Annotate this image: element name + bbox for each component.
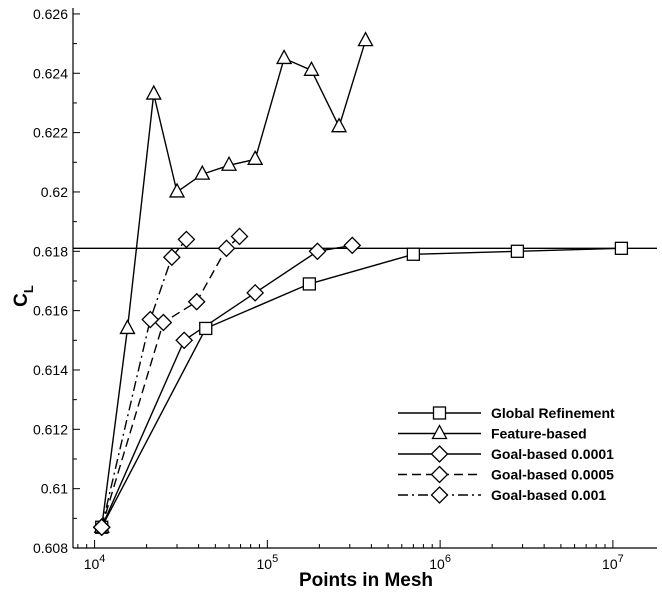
series-3-point (154, 313, 173, 332)
svg-text:CL: CL (11, 285, 36, 307)
series-2-point (246, 283, 265, 302)
series-0-point (614, 241, 629, 255)
series-line-3 (101, 235, 240, 528)
series-1-point (220, 155, 238, 171)
y-tick-label: 0.62 (41, 184, 68, 200)
series-4-point (177, 230, 196, 249)
legend-label-4: Goal-based 0.001 (491, 487, 606, 503)
series-1-point (119, 319, 136, 335)
series-1-point (168, 182, 186, 198)
y-tick-label: 0.612 (33, 421, 68, 437)
legend-label-3: Goal-based 0.0005 (491, 467, 614, 483)
x-tick-label: 106 (429, 553, 451, 572)
series-line-0 (101, 247, 622, 528)
legend-marker-1 (431, 424, 448, 440)
y-tick-label: 0.618 (33, 243, 68, 259)
series-4-point (162, 248, 181, 267)
series-3-point (217, 239, 236, 258)
tick-marks: 0.608 0.61 0.612 0.614 0.616 0.618 0.62 0.622 0.… (33, 6, 624, 572)
legend-marker-0 (432, 406, 447, 420)
series-1-point (276, 49, 293, 65)
legend-label-0: Global Refinement (491, 405, 615, 421)
series-2-point (343, 236, 362, 255)
series-0-point (302, 277, 316, 291)
series-0-point (510, 244, 525, 258)
y-axis-title-main: C (11, 293, 32, 307)
y-axis-title-sub: L (21, 285, 36, 293)
axes (72, 8, 657, 549)
series-1-point (330, 117, 348, 133)
series-1-point (303, 60, 320, 76)
series-2-point (308, 242, 327, 261)
series-1-point (357, 31, 374, 47)
series-2-point (175, 331, 194, 350)
series-3-point (187, 292, 206, 311)
series-1-point (145, 84, 162, 100)
series-line-4 (101, 238, 187, 528)
series-layer (92, 31, 629, 537)
series-4-point (92, 518, 111, 537)
y-axis-title: CL (11, 285, 36, 307)
y-tick-label: 0.608 (33, 540, 68, 556)
y-tick-label: 0.624 (33, 65, 68, 81)
y-tick-label: 0.614 (33, 362, 68, 378)
y-tick-label: 0.626 (33, 6, 68, 22)
legend-marker-2 (430, 445, 449, 463)
legend: Global Refinement Feature-based Goal-based… (398, 405, 615, 504)
legend-label-2: Goal-based 0.0001 (491, 446, 614, 462)
series-4-point (141, 310, 160, 329)
x-tick-label: 104 (84, 553, 106, 572)
legend-label-1: Feature-based (491, 426, 587, 442)
series-line-1 (101, 40, 367, 528)
series-1-point (247, 149, 264, 165)
y-tick-label: 0.622 (33, 125, 68, 141)
series-0-point (406, 247, 421, 261)
x-tick-label: 107 (602, 553, 624, 572)
series-0-point (199, 321, 213, 336)
series-1-point (194, 164, 211, 180)
series-3-point (230, 227, 249, 246)
y-tick-label: 0.616 (33, 303, 68, 319)
legend-marker-4 (430, 486, 449, 504)
x-tick-label: 105 (257, 553, 279, 572)
y-tick-label: 0.61 (41, 481, 68, 497)
x-axis-title: Points in Mesh (299, 570, 433, 591)
legend-marker-3 (430, 465, 449, 484)
